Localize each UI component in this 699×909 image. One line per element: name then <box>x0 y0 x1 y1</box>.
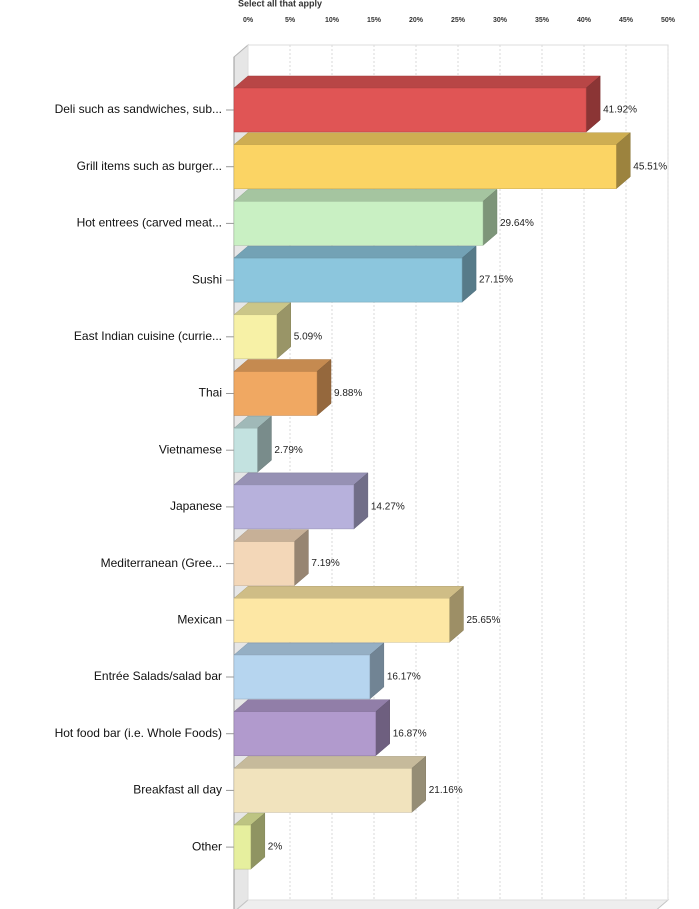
data-label: 7.19% <box>311 558 339 569</box>
bar <box>233 302 292 360</box>
category-label: Hot entrees (carved meat... <box>77 216 222 230</box>
bar <box>233 132 631 190</box>
category-label: Grill items such as burger... <box>77 159 222 173</box>
bar-top-face <box>233 472 369 486</box>
bar-front-face <box>233 824 252 870</box>
bar <box>233 188 498 246</box>
bar-front-face <box>233 541 295 586</box>
x-tick-label: 45% <box>619 17 634 24</box>
x-tick-label: 0% <box>243 17 254 24</box>
bar-front-face <box>233 257 463 303</box>
bar-front-face <box>233 484 355 530</box>
data-label: 16.87% <box>393 728 427 739</box>
bar <box>233 245 477 303</box>
bar-front-face <box>233 371 318 416</box>
bar <box>233 642 385 700</box>
bar-front-face <box>233 144 617 189</box>
category-label: Deli such as sandwiches, sub... <box>55 102 222 116</box>
category-label: Other <box>192 839 222 853</box>
bar-front-face <box>233 598 450 643</box>
data-label: 2% <box>268 842 283 853</box>
bar-top-face <box>233 189 498 202</box>
data-label: 5.09% <box>294 331 322 342</box>
floor <box>236 899 670 909</box>
x-tick-label: 35% <box>535 17 550 24</box>
top-caption: Select all that apply <box>238 0 322 8</box>
bar-top-face <box>233 132 631 145</box>
bar-top-face <box>233 359 332 372</box>
bar-front-face <box>233 654 371 700</box>
data-label: 25.65% <box>466 615 500 626</box>
category-labels: Deli such as sandwiches, sub... Grill ite… <box>55 102 223 853</box>
bar <box>233 415 273 473</box>
data-label: 29.64% <box>500 218 534 229</box>
bar <box>233 585 465 643</box>
data-label: 2.79% <box>274 445 302 456</box>
data-label: 27.15% <box>479 275 513 286</box>
x-tick-label: 10% <box>325 17 340 24</box>
bar <box>233 812 266 870</box>
bar <box>233 75 601 133</box>
x-tick-label: 50% <box>661 17 676 24</box>
bar-top-face <box>233 642 385 656</box>
category-label: Thai <box>199 386 222 400</box>
bars <box>233 75 631 870</box>
x-tick-label: 15% <box>367 17 382 24</box>
data-label: 45.51% <box>633 161 667 172</box>
data-label: 14.27% <box>371 502 405 513</box>
x-tick-label: 20% <box>409 17 424 24</box>
bar-top-face <box>233 245 477 259</box>
category-label: Sushi <box>192 272 222 286</box>
category-label: Breakfast all day <box>133 783 222 797</box>
x-axis-ticks: 0% 5% 10% 15% 20% 25% 30% 35% 40% 45% 50% <box>243 17 676 24</box>
category-label: Vietnamese <box>159 442 222 456</box>
data-label: 16.17% <box>387 672 421 683</box>
data-label: 9.88% <box>334 388 362 399</box>
bar-front-face <box>233 711 376 756</box>
y-axis <box>226 57 235 909</box>
data-labels: 41.92% 45.51% 29.64% 27.15% 5.09% 9.88% 2.79% 1… <box>268 105 668 853</box>
bar <box>233 529 310 587</box>
x-tick-label: 5% <box>285 17 296 24</box>
bar-front-face <box>233 314 278 360</box>
bar-top-face <box>233 756 427 769</box>
bar-front-face <box>233 87 587 133</box>
x-tick-label: 40% <box>577 17 592 24</box>
category-label: Entrée Salads/salad bar <box>94 669 222 683</box>
data-label: 41.92% <box>603 105 637 116</box>
bar <box>233 358 332 417</box>
category-label: Mediterranean (Gree... <box>101 556 222 570</box>
bar <box>233 755 427 813</box>
bar-front-face <box>233 201 484 246</box>
bar <box>233 699 391 757</box>
bar-front-face <box>233 768 412 813</box>
bar-front-face <box>233 427 258 473</box>
category-label: Japanese <box>170 499 222 513</box>
bar-top-face <box>233 586 465 599</box>
category-label: Mexican <box>177 612 222 626</box>
bar <box>233 472 369 530</box>
bar-top-face <box>233 75 601 89</box>
x-tick-label: 25% <box>451 17 466 24</box>
category-label: Hot food bar (i.e. Whole Foods) <box>55 726 222 740</box>
bar-top-face <box>233 699 391 712</box>
category-label: East Indian cuisine (currie... <box>74 329 222 343</box>
x-tick-label: 30% <box>493 17 508 24</box>
data-label: 21.16% <box>429 785 463 796</box>
